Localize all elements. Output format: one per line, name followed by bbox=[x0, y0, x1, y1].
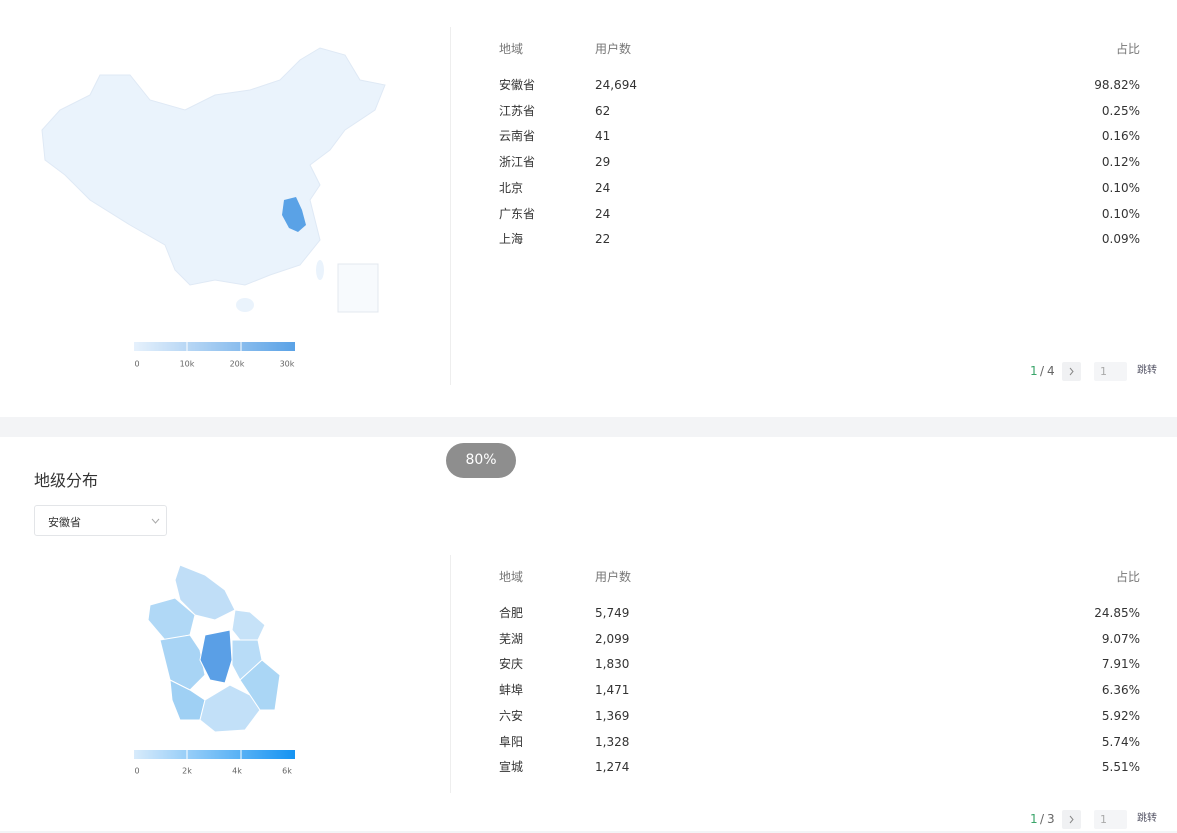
chevron-right bbox=[1069, 815, 1074, 824]
region bbox=[199, 684, 261, 733]
table-cell: 北京 bbox=[499, 180, 524, 195]
table-cell: 六安 bbox=[499, 708, 524, 723]
region bbox=[231, 609, 266, 641]
region bbox=[159, 634, 206, 691]
table-cell: 云南省 bbox=[499, 129, 536, 144]
table-cell: 宣城 bbox=[499, 760, 524, 775]
jump-button[interactable]: 跳转 bbox=[1137, 365, 1157, 376]
province-select[interactable]: 安徽省 bbox=[34, 505, 167, 536]
table-cell: 安徽省 bbox=[499, 78, 536, 92]
legend-tick: 20k bbox=[229, 359, 245, 369]
table-cell: 29 bbox=[595, 155, 611, 170]
table-cell: 24 bbox=[595, 206, 611, 221]
table-cell: 蚌埠 bbox=[499, 683, 524, 698]
zoom-badge: 80% bbox=[446, 443, 516, 478]
region bbox=[199, 629, 233, 684]
table-cell: 1,471 bbox=[595, 683, 630, 698]
table-cell: 7.91% bbox=[1101, 657, 1140, 672]
table-cell: 9.07% bbox=[1101, 631, 1140, 646]
hainan bbox=[236, 298, 254, 312]
jump-button[interactable]: 跳转 bbox=[1137, 813, 1157, 824]
anhui-highlight bbox=[282, 197, 306, 232]
table-cell: 安庆 bbox=[499, 657, 524, 672]
table-cell: 江苏省 bbox=[499, 103, 536, 118]
table-cell: 2,099 bbox=[595, 631, 630, 646]
table-cell: 0.12% bbox=[1101, 155, 1140, 170]
city-card: 地级分布 安徽省 0 2k 4k 6k 地域 用户数 占比合肥 5,749 24.85% 芜湖 2… bbox=[0, 437, 1177, 831]
legend-tick: 0 bbox=[134, 766, 140, 776]
divider bbox=[450, 555, 451, 793]
china-map bbox=[41, 47, 386, 313]
table-cell: 合肥 bbox=[499, 606, 524, 620]
select-value: 安徽省 bbox=[48, 516, 81, 529]
table-cell: 24,694 bbox=[595, 78, 637, 92]
table-cell: 阜阳 bbox=[499, 734, 524, 749]
table-cell: 5,749 bbox=[595, 606, 630, 620]
table-cell: 24.85% bbox=[1094, 606, 1140, 620]
section-title: 地级分布 bbox=[34, 471, 99, 490]
legend-tick: 30k bbox=[279, 359, 295, 369]
table-cell: 0.16% bbox=[1101, 129, 1140, 144]
page-input[interactable]: 1 bbox=[1094, 362, 1127, 381]
legend-bar bbox=[134, 750, 295, 759]
table-cell: 24 bbox=[595, 180, 611, 195]
column-header: 占比 bbox=[1115, 570, 1140, 584]
page-separator: / bbox=[1040, 812, 1045, 826]
legend-tick: 2k bbox=[182, 766, 192, 776]
table-cell: 浙江省 bbox=[499, 155, 536, 170]
table-cell: 0.10% bbox=[1101, 206, 1140, 221]
table-cell: 5.51% bbox=[1101, 760, 1140, 775]
next-page-button[interactable] bbox=[1062, 362, 1081, 381]
country-card: 0 10k 20k 30k 地域 用户数 占比安徽省 24,694 98.82% 江苏省 62 0.… bbox=[0, 0, 1177, 417]
table-cell: 5.92% bbox=[1101, 708, 1140, 723]
legend-tick: 4k bbox=[232, 766, 242, 776]
south-sea-inset bbox=[337, 263, 379, 313]
table-cell: 0.25% bbox=[1101, 103, 1140, 118]
page-separator: / bbox=[1040, 364, 1045, 378]
total-pages: 4 bbox=[1047, 364, 1055, 378]
table-cell: 6.36% bbox=[1101, 683, 1140, 698]
chevron bbox=[151, 518, 160, 524]
legend-tick: 10k bbox=[179, 359, 195, 369]
region bbox=[174, 564, 236, 621]
page-input[interactable]: 1 bbox=[1094, 810, 1127, 829]
column-header: 用户数 bbox=[595, 42, 632, 56]
region bbox=[239, 659, 281, 711]
divider bbox=[450, 27, 451, 385]
legend-bar bbox=[134, 342, 295, 351]
table-cell: 22 bbox=[595, 232, 611, 247]
column-header: 占比 bbox=[1115, 42, 1140, 56]
table-cell: 1,830 bbox=[595, 657, 630, 672]
table-cell: 5.74% bbox=[1101, 734, 1140, 749]
table-cell: 62 bbox=[595, 103, 611, 118]
table-cell: 0.10% bbox=[1101, 180, 1140, 195]
current-page: 1 bbox=[1030, 364, 1038, 378]
table-cell: 1,369 bbox=[595, 708, 630, 723]
anhui-map bbox=[147, 564, 281, 733]
column-header: 地域 bbox=[499, 42, 524, 56]
table-cell: 1,328 bbox=[595, 734, 630, 749]
column-header: 用户数 bbox=[595, 570, 632, 584]
taiwan bbox=[316, 260, 324, 280]
table-cell: 广东省 bbox=[499, 206, 536, 221]
table-cell: 1,274 bbox=[595, 760, 630, 775]
legend-tick: 6k bbox=[282, 766, 292, 776]
table-cell: 芜湖 bbox=[499, 631, 524, 646]
table-cell: 41 bbox=[595, 129, 611, 144]
total-pages: 3 bbox=[1047, 812, 1055, 826]
column-header: 地域 bbox=[499, 570, 524, 584]
current-page: 1 bbox=[1030, 812, 1038, 826]
table-cell: 0.09% bbox=[1101, 232, 1140, 247]
legend-tick: 0 bbox=[134, 359, 140, 369]
chevron-right bbox=[1069, 367, 1074, 376]
table-cell: 98.82% bbox=[1094, 78, 1140, 92]
next-page-button[interactable] bbox=[1062, 810, 1081, 829]
table-cell: 上海 bbox=[499, 232, 524, 247]
